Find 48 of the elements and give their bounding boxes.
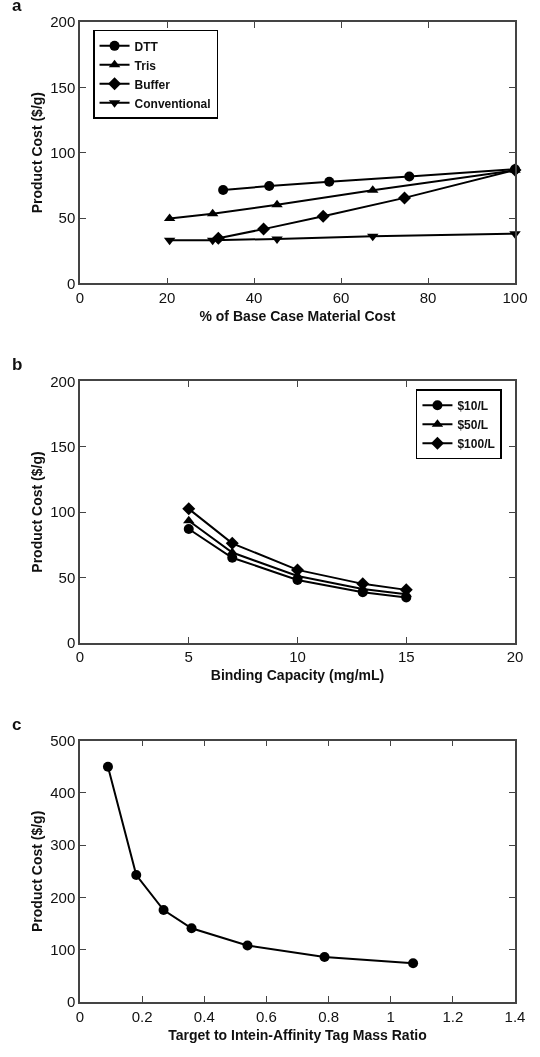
legend-label: Conventional [134,96,211,111]
x-tick-label: 100 [502,289,528,307]
y-tick-label: 100 [50,503,76,521]
y-tick-label: 50 [58,568,76,586]
legend-label: $10/L [457,398,489,413]
legend-label: Buffer [134,77,171,92]
x-axis-title: Target to Intein-Affinity Tag Mass Ratio [168,1026,427,1043]
x-tick-label: 80 [419,289,437,307]
x-tick-label: 1.2 [442,1007,464,1025]
y-tick-label: 200 [50,13,76,31]
y-tick-label: 0 [66,633,76,651]
x-tick-label: 1 [386,1007,395,1025]
x-tick-label: 0.8 [318,1007,339,1025]
chart-title: a [12,0,22,15]
x-axis-title: Binding Capacity (mg/mL) [210,667,385,684]
y-tick-label: 150 [50,78,76,96]
x-tick-label: 10 [289,648,306,666]
y-axis-title: Product Cost ($/g) [29,810,46,933]
x-tick-label: 0.2 [131,1007,153,1025]
x-tick-label: 0.6 [256,1007,277,1025]
legend-label: Tris [134,58,157,73]
y-tick-label: 50 [58,209,76,227]
chart-title: b [12,355,23,374]
y-tick-label: 200 [50,372,76,390]
legend-label: $100/L [457,436,495,451]
y-axis-title: Product Cost ($/g) [29,451,46,573]
x-tick-label: 60 [332,289,350,307]
legend-label: $50/L [457,417,489,432]
x-tick-label: 0.4 [193,1007,215,1025]
x-tick-label: 15 [397,648,415,666]
x-tick-label: 1.4 [504,1007,526,1025]
y-tick-label: 0 [66,274,76,292]
y-tick-label: 400 [50,784,76,802]
y-tick-label: 500 [50,731,76,749]
y-tick-label: 0 [66,993,76,1011]
y-tick-label: 100 [50,143,76,161]
y-tick-label: 100 [50,940,76,958]
legend-label: DTT [134,39,159,54]
y-axis-title: Product Cost ($/g) [29,91,46,214]
x-tick-label: 5 [184,648,193,666]
y-tick-label: 300 [50,836,76,854]
y-tick-label: 150 [50,437,76,455]
chart-title: c [12,715,22,734]
x-axis-title: % of Base Case Material Cost [199,307,396,324]
y-tick-label: 200 [50,888,76,906]
x-tick-label: 20 [158,289,176,307]
x-tick-label: 20 [506,648,524,666]
x-tick-label: 40 [245,289,263,307]
